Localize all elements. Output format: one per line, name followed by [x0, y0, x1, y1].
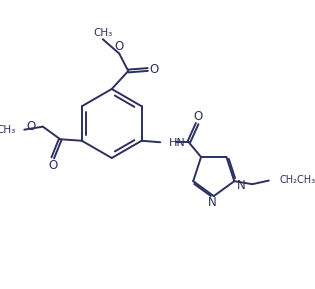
Text: O: O: [48, 159, 57, 172]
Text: HN: HN: [169, 138, 186, 148]
Text: CH₃: CH₃: [93, 27, 112, 38]
Text: N: N: [237, 179, 245, 192]
Text: CH₃: CH₃: [0, 125, 16, 135]
Text: O: O: [150, 63, 159, 76]
Text: O: O: [193, 110, 202, 123]
Text: N: N: [208, 196, 217, 209]
Text: O: O: [115, 40, 124, 53]
Text: O: O: [26, 120, 36, 133]
Text: CH₂CH₃: CH₂CH₃: [280, 175, 315, 185]
